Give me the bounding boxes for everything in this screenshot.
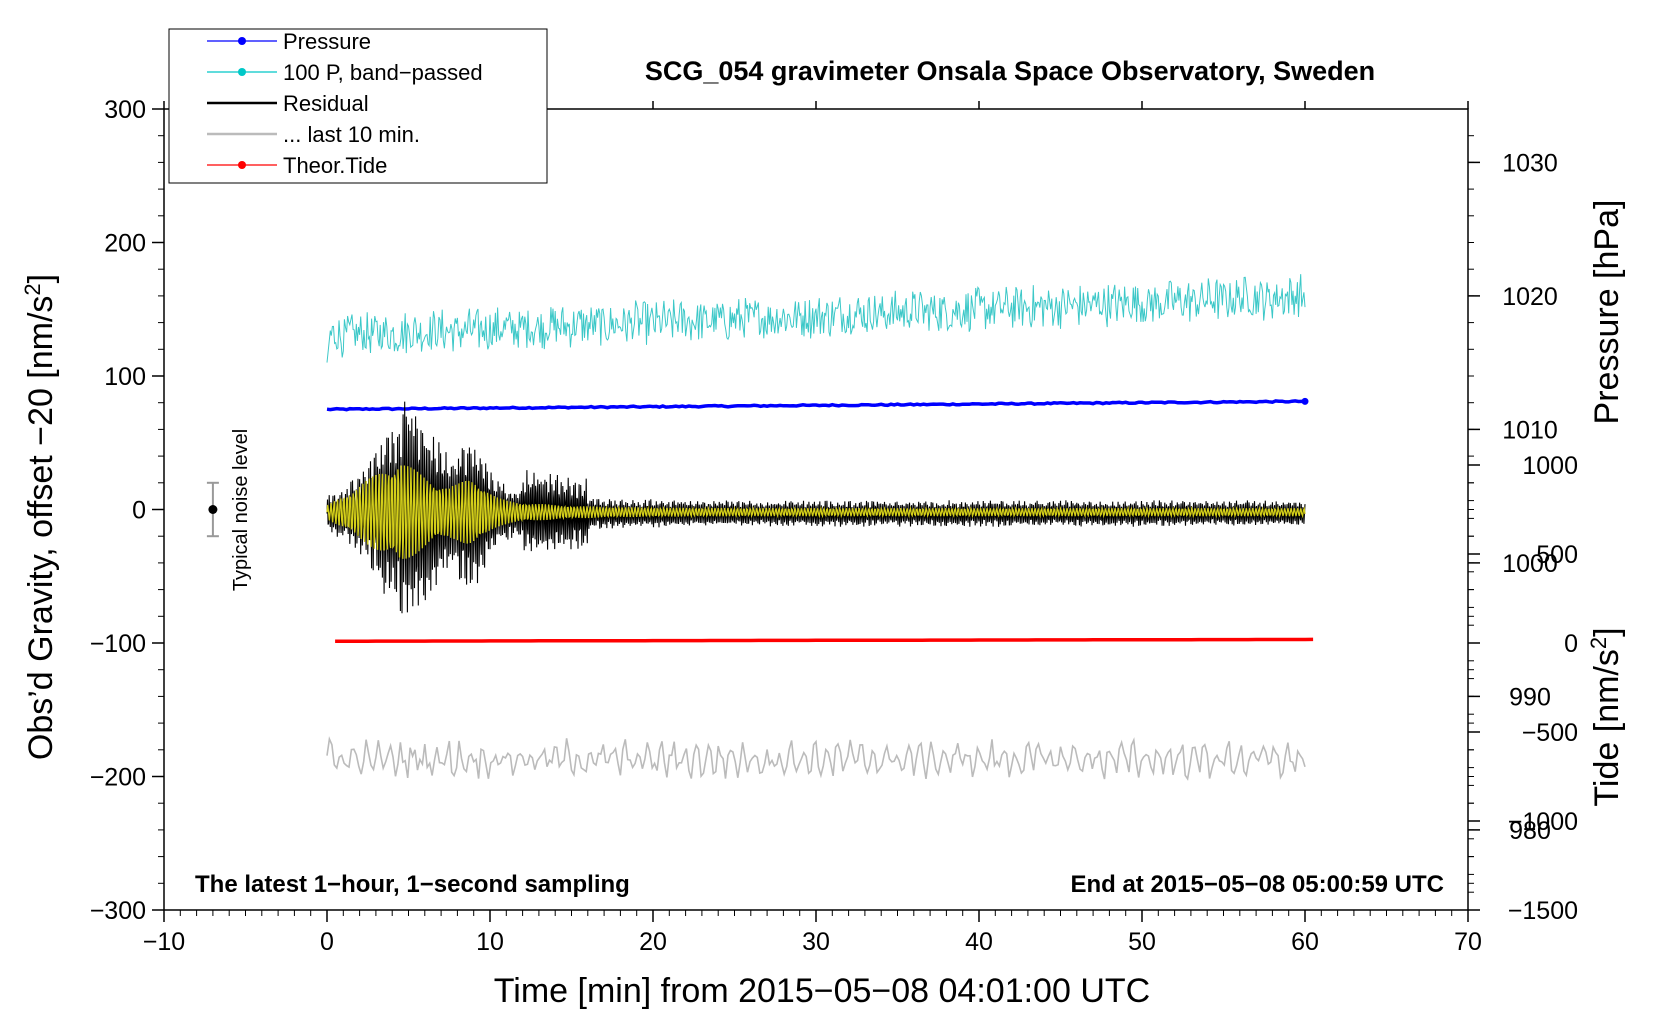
legend-dot bbox=[238, 161, 246, 169]
y-axis-title-main: Obs’d Gravity, offset −20 [nm/s2] bbox=[20, 274, 61, 760]
pressure-tick-label: 1030 bbox=[1502, 149, 1558, 177]
y-tick-label: 0 bbox=[132, 497, 146, 525]
y-axis-title-main-sup: 2 bbox=[20, 283, 45, 295]
series-last-10-min bbox=[326, 736, 1306, 781]
noise-level-label: Typical noise level bbox=[230, 429, 252, 591]
legend-dot bbox=[238, 37, 246, 45]
y-axis-title-tide-sup: 2 bbox=[1586, 637, 1611, 649]
tide-tick-label: −1500 bbox=[1508, 897, 1578, 925]
y-tick-label: 200 bbox=[104, 230, 146, 258]
y-tick-label: −300 bbox=[90, 897, 146, 925]
tide-tick-label: −500 bbox=[1522, 719, 1578, 747]
y-tick-label: 300 bbox=[104, 96, 146, 124]
series-bandpassed bbox=[326, 274, 1306, 363]
x-tick-label: 60 bbox=[1291, 928, 1319, 956]
y-axis-title-main-text: Obs’d Gravity, offset −20 [nm/s bbox=[22, 296, 60, 761]
noise-bar-dot bbox=[208, 505, 218, 514]
x-axis-title: Time [min] from 2015−05−08 04:01:00 UTC bbox=[494, 972, 1150, 1010]
x-tick-label: 40 bbox=[965, 928, 993, 956]
legend-label: ... last 10 min. bbox=[283, 122, 420, 147]
x-tick-label: 70 bbox=[1454, 928, 1482, 956]
legend-dot bbox=[238, 68, 246, 76]
x-tick-label: 30 bbox=[802, 928, 830, 956]
y-tick-label: −100 bbox=[90, 630, 146, 658]
series-layer bbox=[206, 274, 1314, 781]
legend-box bbox=[168, 28, 548, 184]
x-tick-label: −10 bbox=[143, 928, 185, 956]
tide-tick-label: −1000 bbox=[1508, 808, 1578, 836]
y-axis-title-tide-text: Tide [nm/s bbox=[1588, 649, 1626, 806]
x-tick-label: 20 bbox=[639, 928, 667, 956]
axes-layer: −10 0 10 20 30 40 50 60 703002001000−100−200−300… bbox=[90, 96, 1578, 956]
pressure-tick-label: 1010 bbox=[1502, 416, 1558, 444]
pressure-tick-label: 1020 bbox=[1502, 283, 1558, 311]
y-axis-title-pressure: Pressure [hPa] bbox=[1588, 200, 1626, 425]
pressure-tick-label: 990 bbox=[1509, 683, 1551, 711]
pressure-tick-label: 1000 bbox=[1502, 550, 1558, 578]
legend: Pressure 100 P, band−passed Residual ... la… bbox=[168, 28, 548, 184]
series-pressure-end-point bbox=[1301, 397, 1309, 405]
series-tide bbox=[335, 637, 1314, 643]
legend-label: Theor.Tide bbox=[283, 153, 387, 178]
chart-title: SCG_054 gravimeter Onsala Space Observat… bbox=[645, 56, 1375, 86]
annotation-sampling: The latest 1−hour, 1−second sampling bbox=[195, 871, 630, 898]
tide-tick-label: 500 bbox=[1536, 541, 1578, 569]
series-pressure bbox=[326, 398, 1306, 412]
annotation-end-time: End at 2015−05−08 05:00:59 UTC bbox=[1070, 871, 1444, 898]
legend-label: Pressure bbox=[283, 29, 371, 54]
y-axis-title-main-end: ] bbox=[22, 274, 60, 283]
x-tick-label: 10 bbox=[476, 928, 504, 956]
y-axis-title-tide: Tide [nm/s2] bbox=[1586, 627, 1627, 806]
y-axis-title-tide-end: ] bbox=[1588, 627, 1626, 636]
pressure-tick-label: 980 bbox=[1509, 817, 1551, 845]
labels-layer: SCG_054 gravimeter Onsala Space Observat… bbox=[20, 56, 1627, 1010]
y-tick-label: 100 bbox=[104, 363, 146, 391]
x-tick-label: 0 bbox=[320, 928, 334, 956]
series-filtered bbox=[326, 465, 1306, 559]
x-tick-label: 50 bbox=[1128, 928, 1156, 956]
legend-label: Residual bbox=[283, 91, 369, 116]
y-tick-label: −200 bbox=[90, 764, 146, 792]
series-residual bbox=[326, 401, 1306, 614]
tide-tick-label: 1000 bbox=[1522, 452, 1578, 480]
legend-label: 100 P, band−passed bbox=[283, 60, 483, 85]
tide-tick-label: 0 bbox=[1564, 630, 1578, 658]
